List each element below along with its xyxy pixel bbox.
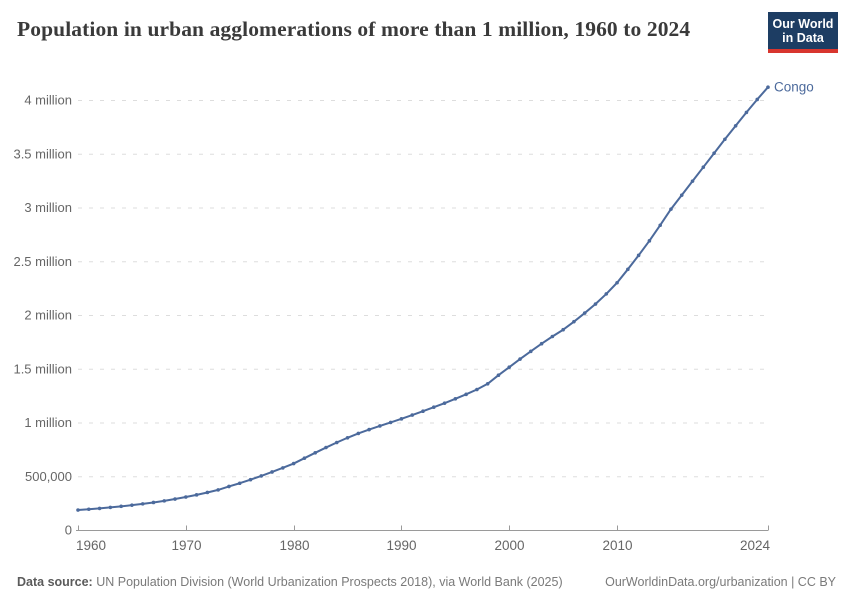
y-axis-tick-label: 2.5 million <box>13 254 72 269</box>
data-point[interactable] <box>766 85 770 90</box>
data-point[interactable] <box>658 223 662 228</box>
data-point[interactable] <box>582 311 587 315</box>
x-axis-tick-label: 1970 <box>171 538 201 553</box>
data-point[interactable] <box>464 392 468 397</box>
data-point[interactable] <box>291 461 296 466</box>
data-point[interactable] <box>539 341 544 346</box>
data-point[interactable] <box>442 401 447 405</box>
data-point[interactable] <box>615 280 619 285</box>
data-point[interactable] <box>119 504 123 509</box>
data-point[interactable] <box>367 427 371 432</box>
data-point[interactable] <box>151 500 156 505</box>
data-point[interactable] <box>636 253 641 258</box>
data-point[interactable] <box>475 387 479 392</box>
data-point[interactable] <box>184 495 188 499</box>
data-point[interactable] <box>194 493 199 497</box>
data-source-note: Data source: UN Population Division (Wor… <box>17 575 563 589</box>
y-axis-tick-label: 500,000 <box>25 469 72 484</box>
data-point[interactable] <box>518 357 522 361</box>
data-point[interactable] <box>173 497 177 501</box>
data-point[interactable] <box>281 466 285 470</box>
chart-footer: Data source: UN Population Division (Wor… <box>17 575 836 589</box>
data-source-label: Data source: <box>17 575 93 589</box>
owid-logo-line2: in Data <box>782 30 824 45</box>
data-point[interactable] <box>690 179 695 183</box>
data-point[interactable] <box>259 474 264 478</box>
data-point[interactable] <box>140 502 145 506</box>
data-point[interactable] <box>744 110 749 115</box>
data-point[interactable] <box>97 506 102 511</box>
data-point[interactable] <box>130 503 134 507</box>
y-axis-tick-label: 4 million <box>24 93 72 108</box>
data-point[interactable] <box>561 327 565 332</box>
x-axis-tick-label: 2010 <box>602 538 632 553</box>
data-point[interactable] <box>108 505 113 510</box>
data-point[interactable] <box>388 420 393 425</box>
data-point[interactable] <box>205 490 210 495</box>
data-point[interactable] <box>378 424 382 428</box>
data-point[interactable] <box>550 334 555 339</box>
data-point[interactable] <box>313 451 317 455</box>
data-point[interactable] <box>334 440 339 445</box>
data-point[interactable] <box>162 499 167 503</box>
data-point[interactable] <box>324 445 328 450</box>
data-point[interactable] <box>507 365 512 369</box>
data-point[interactable] <box>216 488 220 492</box>
data-point[interactable] <box>669 207 673 211</box>
data-point[interactable] <box>237 481 242 486</box>
data-point[interactable] <box>76 508 80 512</box>
y-axis-tick-label: 0 <box>65 523 72 538</box>
data-point[interactable] <box>712 151 716 156</box>
x-axis-tick-label: 2000 <box>494 538 524 553</box>
data-point[interactable] <box>410 413 415 417</box>
data-point[interactable] <box>572 319 576 324</box>
data-point[interactable] <box>733 124 738 128</box>
y-axis-tick-label: 3 million <box>24 200 72 215</box>
x-axis-tick-label: 1980 <box>279 538 309 553</box>
trend-line[interactable] <box>77 86 769 512</box>
data-point[interactable] <box>496 373 501 378</box>
y-axis-tick-label: 3.5 million <box>13 146 72 161</box>
data-point[interactable] <box>485 382 490 386</box>
data-point[interactable] <box>626 267 630 272</box>
owid-logo[interactable]: Our World in Data <box>768 12 838 53</box>
data-point[interactable] <box>248 477 253 482</box>
data-point[interactable] <box>227 484 231 489</box>
data-point[interactable] <box>399 417 404 421</box>
y-axis-tick-label: 1 million <box>24 415 72 430</box>
owid-logo-line1: Our World <box>772 16 834 31</box>
owid-url-license-link[interactable]: OurWorldinData.org/urbanization | CC BY <box>605 575 836 589</box>
data-point[interactable] <box>529 349 533 354</box>
data-source-text: UN Population Division (World Urbanizati… <box>92 575 563 589</box>
x-axis-tick-label: 2024 <box>740 538 771 553</box>
data-point[interactable] <box>647 239 652 243</box>
y-axis-tick-label: 2 million <box>24 308 72 323</box>
data-point[interactable] <box>356 431 361 436</box>
data-point[interactable] <box>431 405 436 410</box>
data-point[interactable] <box>755 97 760 102</box>
data-point[interactable] <box>679 193 684 197</box>
data-point[interactable] <box>604 292 609 296</box>
data-point[interactable] <box>701 165 706 169</box>
data-point[interactable] <box>345 435 350 440</box>
data-point[interactable] <box>302 456 307 460</box>
data-point[interactable] <box>421 409 425 414</box>
data-point[interactable] <box>593 302 598 306</box>
y-axis-tick-label: 1.5 million <box>13 361 72 376</box>
x-axis-tick-label: 1990 <box>386 538 416 553</box>
data-point[interactable] <box>723 137 727 142</box>
chart-title: Population in urban agglomerations of mo… <box>17 17 691 41</box>
data-point[interactable] <box>453 397 458 401</box>
data-point[interactable] <box>86 507 91 512</box>
data-point[interactable] <box>270 470 274 474</box>
series-end-label[interactable]: Congo <box>774 80 814 95</box>
x-axis-tick-label: 1960 <box>76 538 106 553</box>
